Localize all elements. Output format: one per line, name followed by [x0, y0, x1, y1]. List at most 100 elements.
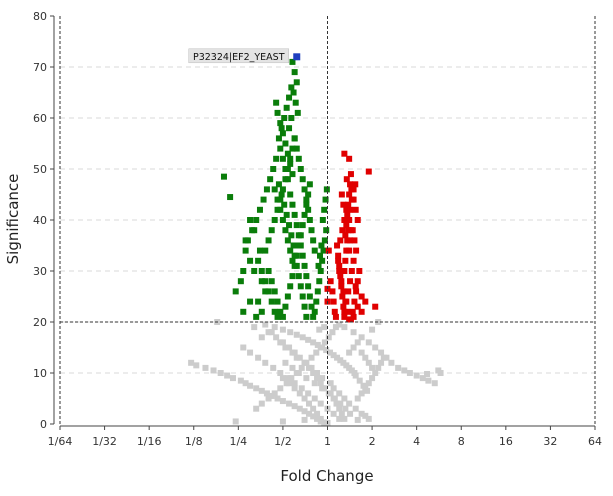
data-point-not-significant[interactable]	[336, 405, 343, 412]
data-point-not-significant[interactable]	[325, 334, 332, 341]
data-point-up-regulated[interactable]	[352, 181, 359, 188]
data-point-down-regulated[interactable]	[323, 227, 330, 234]
data-point-down-regulated[interactable]	[275, 135, 282, 142]
data-point-up-regulated[interactable]	[342, 232, 349, 239]
data-point-up-regulated[interactable]	[352, 283, 359, 290]
data-point-up-regulated[interactable]	[338, 283, 345, 290]
data-point-down-regulated[interactable]	[289, 201, 296, 208]
data-point-down-regulated[interactable]	[306, 293, 313, 300]
data-point-up-regulated[interactable]	[354, 303, 361, 310]
data-point-not-significant[interactable]	[365, 339, 372, 346]
data-point-down-regulated[interactable]	[289, 171, 296, 178]
data-point-down-regulated[interactable]	[295, 155, 302, 162]
data-point-not-significant[interactable]	[287, 329, 294, 336]
data-point-not-significant[interactable]	[354, 339, 361, 346]
data-point-down-regulated[interactable]	[262, 278, 269, 285]
data-point-not-significant[interactable]	[282, 344, 289, 351]
data-point-not-significant[interactable]	[319, 375, 326, 382]
data-point-not-significant[interactable]	[354, 416, 361, 423]
data-point-down-regulated[interactable]	[277, 196, 284, 203]
data-point-up-regulated[interactable]	[350, 257, 357, 264]
data-point-up-regulated[interactable]	[341, 313, 348, 320]
data-point-down-regulated[interactable]	[279, 130, 286, 137]
data-point-not-significant[interactable]	[358, 334, 365, 341]
data-point-not-significant[interactable]	[401, 367, 408, 374]
data-point-not-significant[interactable]	[388, 359, 395, 366]
data-point-down-regulated[interactable]	[283, 104, 290, 111]
data-point-down-regulated[interactable]	[274, 206, 281, 213]
data-point-not-significant[interactable]	[188, 359, 195, 366]
data-point-down-regulated[interactable]	[284, 293, 291, 300]
data-point-not-significant[interactable]	[265, 329, 272, 336]
data-point-up-regulated[interactable]	[331, 308, 338, 315]
data-point-down-regulated[interactable]	[301, 186, 308, 193]
data-point-down-regulated[interactable]	[282, 303, 289, 310]
data-point-up-regulated[interactable]	[343, 222, 350, 229]
data-point-not-significant[interactable]	[298, 364, 305, 371]
data-point-not-significant[interactable]	[321, 324, 328, 331]
data-point-not-significant[interactable]	[311, 395, 318, 402]
data-point-down-regulated[interactable]	[323, 186, 330, 193]
data-point-not-significant[interactable]	[310, 370, 317, 376]
data-point-down-regulated[interactable]	[227, 194, 234, 201]
data-point-down-regulated[interactable]	[308, 303, 315, 310]
data-point-down-regulated[interactable]	[288, 232, 295, 239]
data-point-down-regulated[interactable]	[281, 201, 288, 208]
data-point-up-regulated[interactable]	[340, 288, 347, 295]
data-point-not-significant[interactable]	[217, 370, 224, 376]
data-point-not-significant[interactable]	[330, 352, 337, 359]
data-point-down-regulated[interactable]	[273, 155, 280, 162]
data-point-not-significant[interactable]	[365, 380, 372, 387]
data-point-down-regulated[interactable]	[322, 196, 329, 203]
data-point-up-regulated[interactable]	[350, 186, 357, 193]
data-point-down-regulated[interactable]	[316, 278, 323, 285]
data-point-not-significant[interactable]	[350, 344, 357, 351]
data-point-not-significant[interactable]	[242, 380, 249, 387]
data-point-down-regulated[interactable]	[282, 176, 289, 183]
data-point-down-regulated[interactable]	[253, 217, 260, 223]
data-point-not-significant[interactable]	[279, 339, 286, 346]
data-point-not-significant[interactable]	[321, 339, 328, 346]
data-point-up-regulated[interactable]	[325, 247, 332, 254]
data-point-down-regulated[interactable]	[274, 109, 281, 116]
data-point-not-significant[interactable]	[288, 375, 295, 382]
data-point-down-regulated[interactable]	[295, 273, 302, 280]
data-point-down-regulated[interactable]	[320, 247, 327, 254]
data-point-not-significant[interactable]	[193, 362, 200, 369]
data-point-up-regulated[interactable]	[343, 176, 350, 183]
data-point-not-significant[interactable]	[346, 349, 353, 356]
data-point-not-significant[interactable]	[358, 410, 365, 417]
data-point-down-regulated[interactable]	[315, 262, 322, 269]
data-point-down-regulated[interactable]	[281, 115, 288, 121]
data-point-not-significant[interactable]	[310, 405, 317, 412]
data-point-not-significant[interactable]	[424, 371, 431, 378]
data-point-up-regulated[interactable]	[353, 247, 360, 254]
data-point-not-significant[interactable]	[232, 418, 239, 425]
data-point-not-significant[interactable]	[317, 344, 324, 351]
data-point-not-significant[interactable]	[291, 380, 298, 387]
data-point-not-significant[interactable]	[358, 390, 365, 397]
data-point-down-regulated[interactable]	[313, 298, 320, 305]
data-point-not-significant[interactable]	[341, 395, 348, 402]
data-point-down-regulated[interactable]	[311, 308, 318, 315]
data-point-down-regulated[interactable]	[240, 308, 247, 315]
data-point-not-significant[interactable]	[274, 395, 281, 402]
data-point-up-regulated[interactable]	[338, 191, 345, 198]
data-point-up-regulated[interactable]	[347, 181, 354, 188]
data-point-down-regulated[interactable]	[277, 308, 284, 315]
data-point-down-regulated[interactable]	[258, 308, 265, 315]
data-point-not-significant[interactable]	[247, 382, 254, 389]
data-point-up-regulated[interactable]	[354, 217, 361, 223]
data-point-down-regulated[interactable]	[282, 227, 289, 234]
data-point-down-regulated[interactable]	[240, 268, 247, 274]
data-point-down-regulated[interactable]	[279, 217, 286, 223]
data-point-down-regulated[interactable]	[297, 242, 304, 249]
data-point-up-regulated[interactable]	[336, 262, 343, 269]
data-point-not-significant[interactable]	[262, 359, 269, 366]
data-point-down-regulated[interactable]	[247, 298, 254, 305]
data-point-not-significant[interactable]	[282, 359, 289, 366]
data-point-down-regulated[interactable]	[268, 278, 275, 285]
data-point-not-significant[interactable]	[317, 400, 324, 407]
data-point-down-regulated[interactable]	[291, 211, 298, 218]
data-point-not-significant[interactable]	[327, 380, 334, 387]
